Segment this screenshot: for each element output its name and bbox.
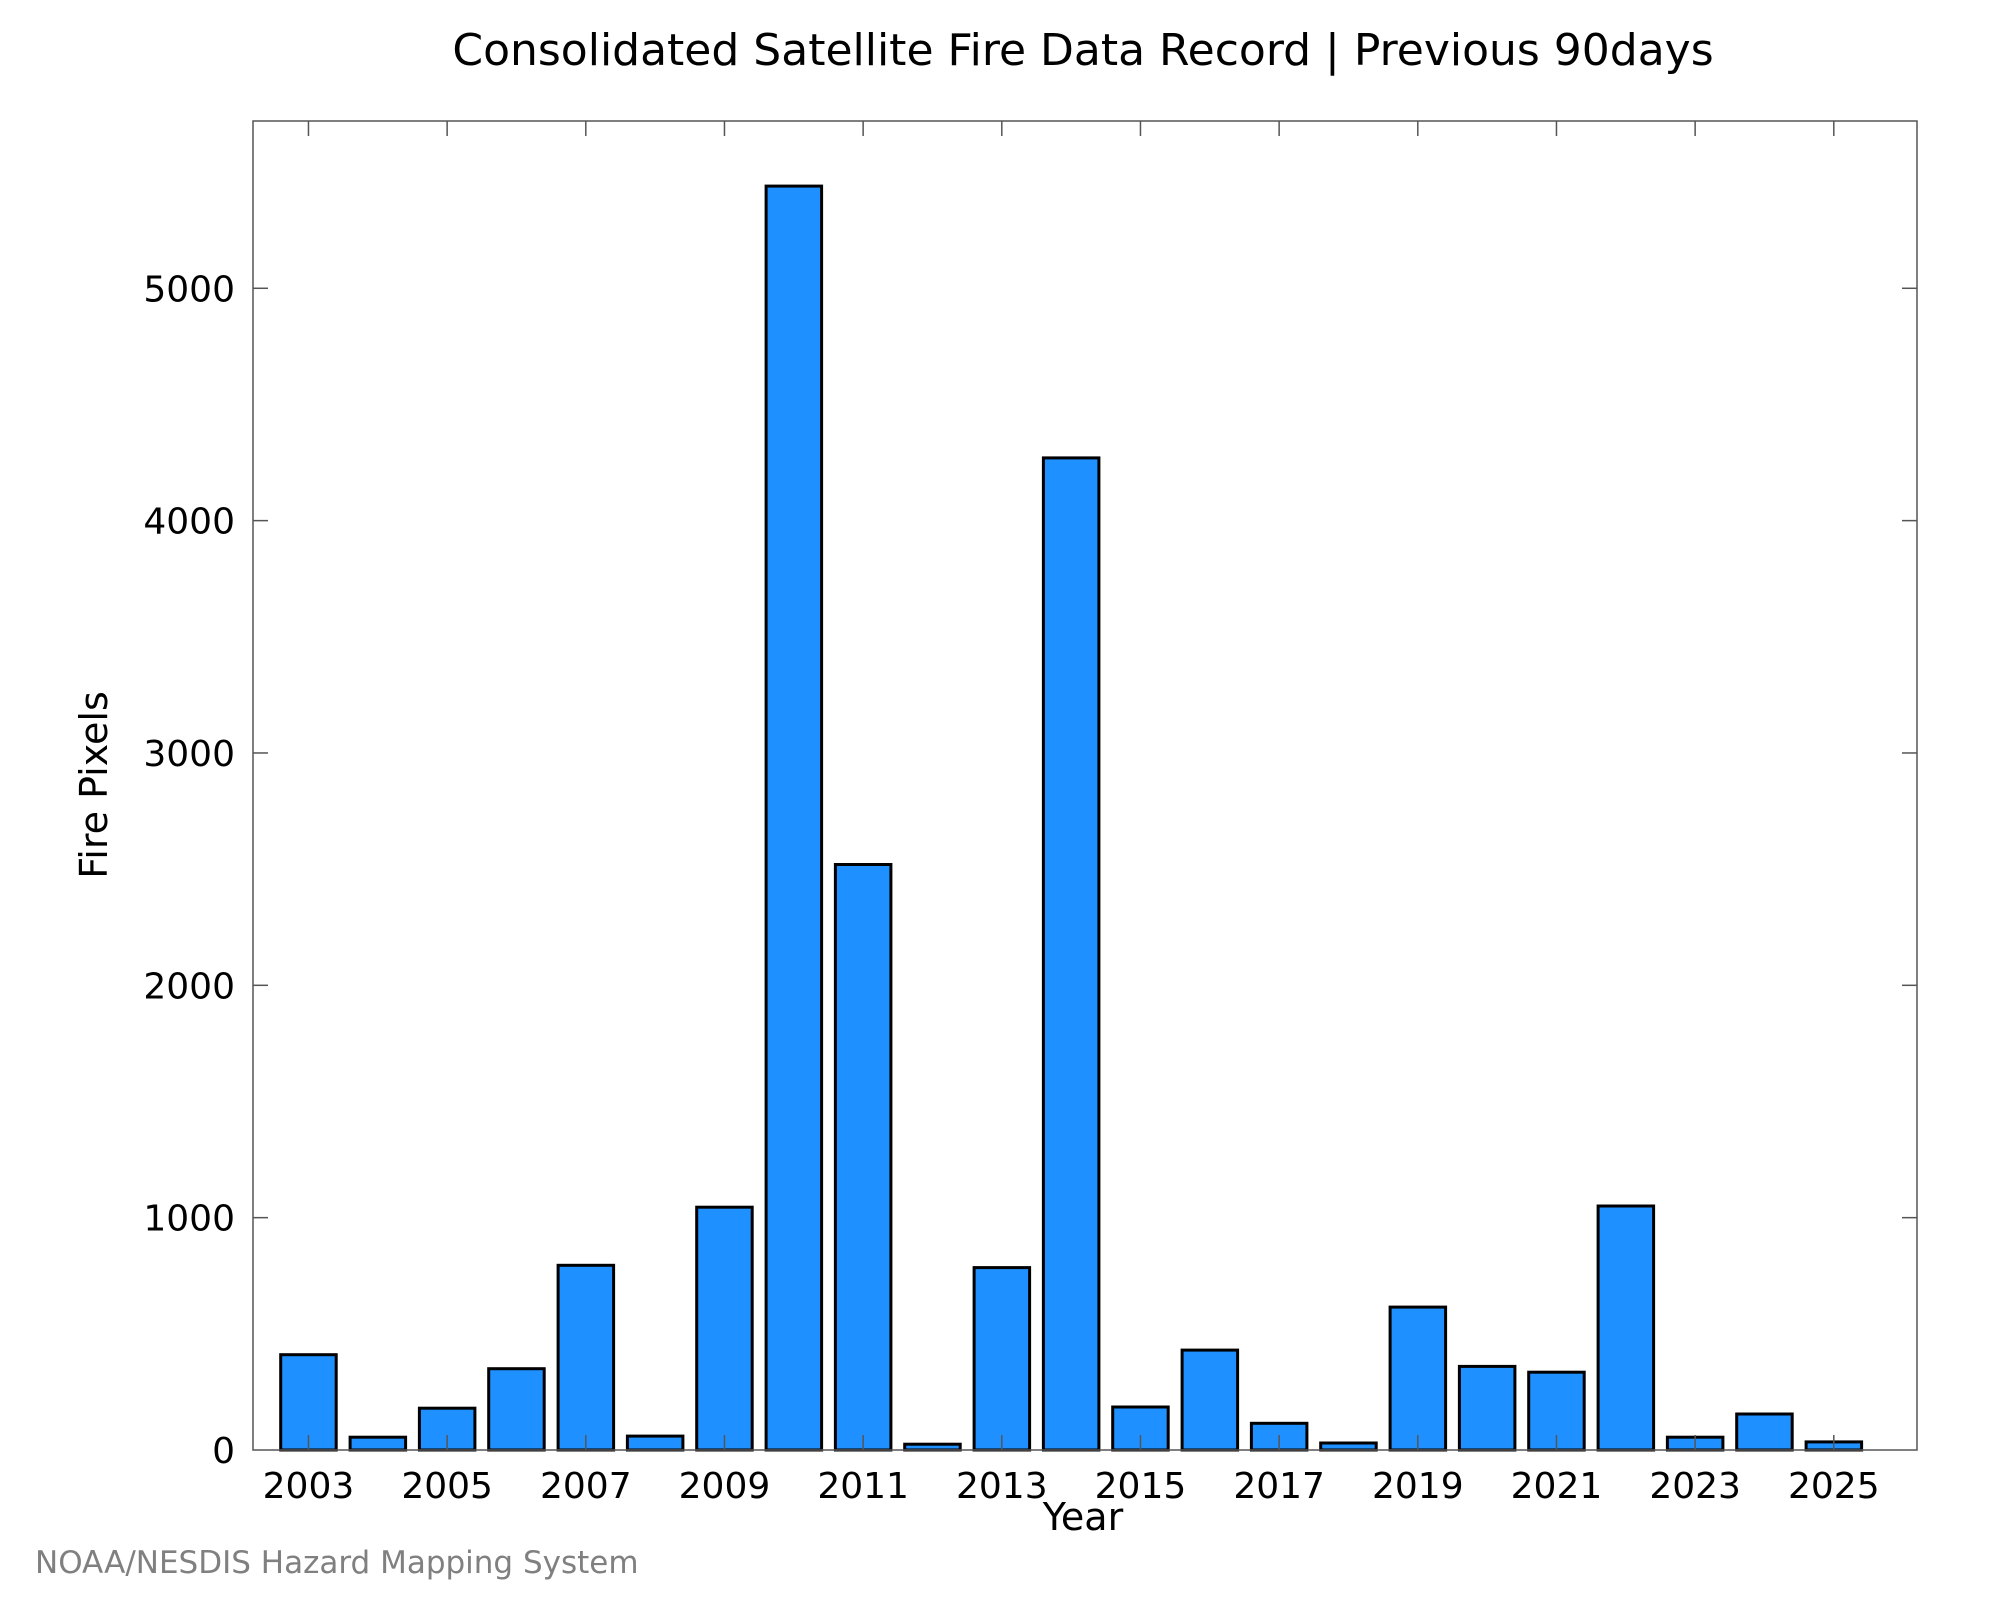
bar-2014 [1041,456,1101,1452]
bar-2007 [556,1263,616,1452]
bar-2019 [1388,1305,1448,1452]
x-tick-label-2007: 2007 [540,1466,632,1507]
ticks-layer: 2003 2005 2007 2009 2011 2013 2015 2017 2019 2021… [143,121,1917,1507]
x-tick-label-2003: 2003 [263,1466,355,1507]
x-tick-label-2005: 2005 [401,1466,493,1507]
bar-2009 [695,1205,754,1452]
bar-2013 [972,1266,1032,1452]
x-tick-label-2021: 2021 [1511,1466,1603,1507]
bar-2022 [1596,1204,1656,1452]
bar-2008 [625,1434,685,1452]
y-tick-label-2000: 2000 [143,966,235,1007]
x-tick-label-2019: 2019 [1372,1466,1464,1507]
plot-frame [252,120,1918,1451]
y-tick-label-1000: 1000 [143,1199,235,1240]
bars-layer [279,184,1864,1452]
x-tick-label-2013: 2013 [956,1466,1048,1507]
bar-2020 [1457,1364,1517,1452]
y-tick-label-3000: 3000 [143,734,235,775]
bar-2016 [1180,1348,1240,1452]
bar-2018 [1319,1441,1378,1452]
chart-title: Consolidated Satellite Fire Data Record … [452,25,1713,76]
bar-2004 [348,1435,408,1452]
x-tick-label-2009: 2009 [679,1466,771,1507]
bar-2010 [764,184,824,1452]
bar-2024 [1735,1412,1794,1452]
x-tick-label-2011: 2011 [817,1466,909,1507]
y-tick-label-4000: 4000 [143,502,235,543]
y-tick-label-5000: 5000 [143,269,235,310]
y-tick-label-0: 0 [212,1431,235,1472]
bar-2011 [833,863,893,1452]
x-tick-label-2017: 2017 [1233,1466,1325,1507]
x-tick-label-2023: 2023 [1649,1466,1741,1507]
credit-text: NOAA/NESDIS Hazard Mapping System [35,1545,639,1581]
x-tick-label-2015: 2015 [1095,1466,1187,1507]
x-tick-label-2025: 2025 [1788,1466,1880,1507]
x-axis-label: Year [1042,1495,1124,1539]
y-axis-label: Fire Pixels [72,691,116,879]
bar-2012 [903,1442,962,1452]
bar-2006 [487,1367,546,1452]
